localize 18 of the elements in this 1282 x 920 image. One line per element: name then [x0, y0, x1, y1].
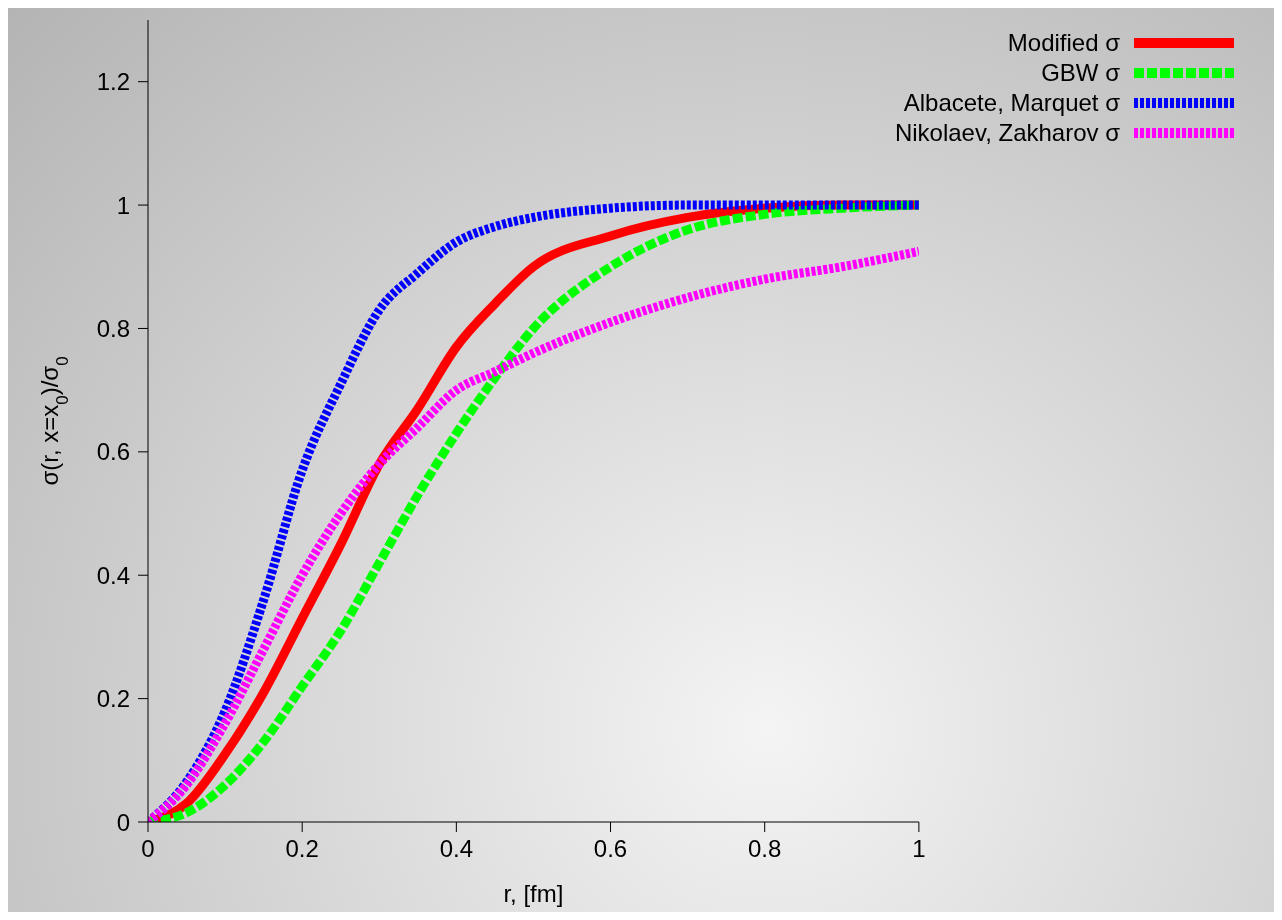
y-tick-label: 1 — [116, 191, 130, 219]
y-tick-label: 0.4 — [96, 561, 130, 589]
x-tick-label: 1 — [912, 835, 926, 863]
y-tick-label: 0 — [116, 808, 130, 836]
x-tick-label: 0.4 — [439, 835, 474, 863]
y-tick-label: 0.2 — [96, 685, 130, 713]
x-tick-label: 0 — [141, 835, 155, 863]
y-tick-label: 0.6 — [96, 438, 130, 466]
legend-label: Albacete, Marquet σ — [903, 89, 1120, 117]
x-tick-label: 0.6 — [593, 835, 628, 863]
y-tick-label: 0.8 — [96, 314, 130, 342]
legend-label: Modified σ — [1007, 29, 1120, 57]
y-tick-label: 1.2 — [96, 68, 130, 96]
x-tick-label: 0.8 — [748, 835, 782, 863]
legend-label: Nikolaev, Zakharov σ — [894, 119, 1120, 147]
x-axis-title: r, [fm] — [503, 880, 564, 907]
x-tick-label: 0.2 — [285, 835, 319, 863]
legend-label: GBW σ — [1041, 59, 1120, 87]
